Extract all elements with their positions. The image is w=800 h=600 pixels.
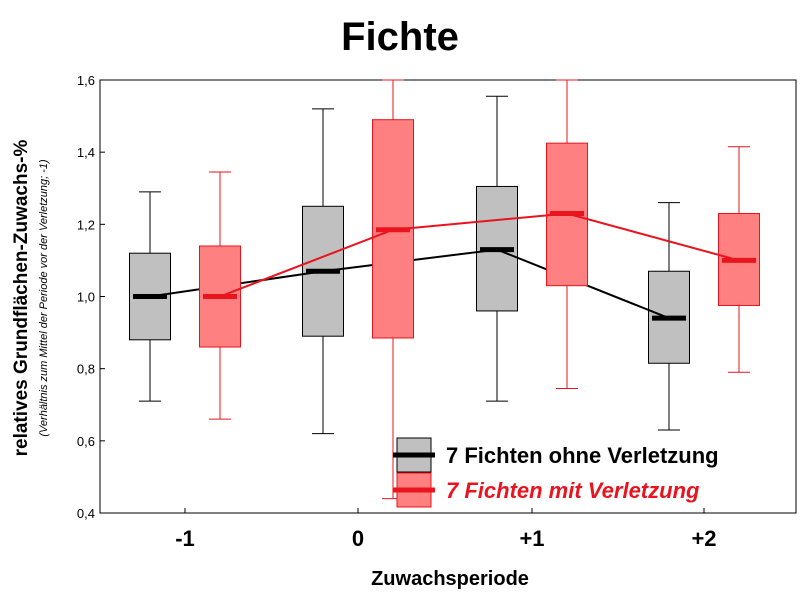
y-tick-label: 0,6	[77, 434, 95, 449]
y-axis-label: relatives Grundflächen-Zuwachs-%	[11, 140, 32, 457]
x-axis-label: Zuwachsperiode	[371, 568, 529, 590]
y-tick-label: 1,0	[77, 290, 95, 305]
median-line-mit	[219, 212, 740, 298]
x-tick-label: +1	[519, 526, 544, 551]
y-tick-label: 1,2	[77, 217, 95, 232]
chart-title: Fichte	[341, 15, 459, 59]
plot-area: 0,4 0,6 0,8 1,0 1,2 1,4 1,6 -1 0 +1 +2 7 Fichten oh…	[77, 73, 797, 551]
y-tick-label: 1,4	[77, 145, 95, 160]
legend-label-ohne: 7 Fichten ohne Verletzung	[446, 443, 719, 468]
y-tick-label: 1,6	[77, 73, 95, 88]
y-tick-label: 0,8	[77, 362, 95, 377]
y-tick-label: 0,4	[77, 506, 95, 521]
x-tick-label: 0	[352, 526, 364, 551]
x-tick-label: -1	[175, 526, 195, 551]
y-axis-sublabel: (Verhältnis zum Mittel der Periode vor d…	[38, 159, 50, 437]
x-tick-label: +2	[691, 526, 716, 551]
legend-label-mit: 7 Fichten mit Verletzung	[446, 478, 700, 503]
